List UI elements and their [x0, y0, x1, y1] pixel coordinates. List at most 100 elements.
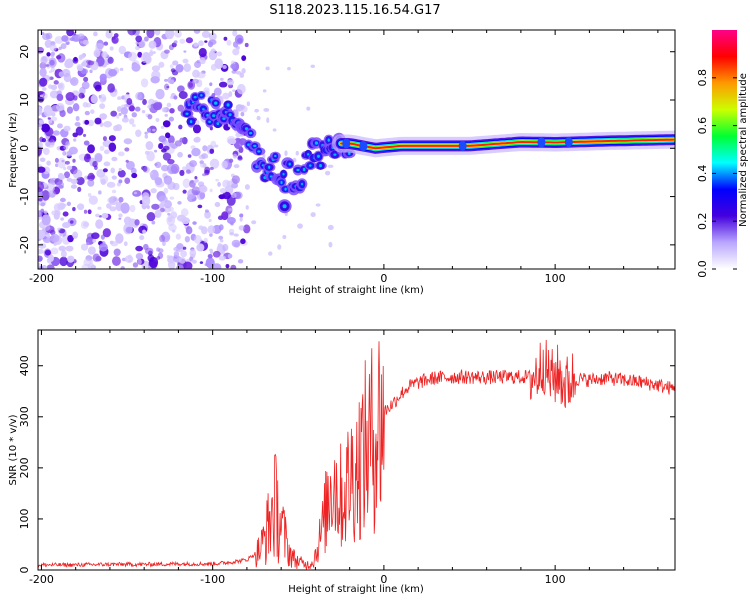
noise-speck — [277, 244, 282, 250]
noise-speck — [221, 160, 228, 169]
noise-speck — [135, 35, 143, 43]
noise-speck — [38, 141, 44, 148]
noise-speck — [179, 137, 185, 143]
noise-speck — [230, 264, 237, 269]
noise-speck — [99, 103, 106, 109]
noise-speck — [92, 253, 101, 262]
noise-speck — [111, 36, 119, 44]
noise-speck — [217, 181, 221, 187]
noise-speck — [160, 125, 165, 129]
noise-speck — [160, 164, 169, 172]
noise-speck — [40, 56, 48, 65]
noise-speck — [118, 179, 123, 184]
noise-speck — [108, 68, 118, 77]
noise-speck — [167, 216, 173, 222]
noise-speck — [44, 249, 51, 256]
noise-speck — [161, 107, 167, 113]
noise-speck — [118, 213, 123, 218]
signal-blob — [206, 114, 209, 117]
noise-speck — [164, 49, 170, 54]
noise-speck — [144, 131, 148, 135]
noise-speck — [220, 77, 224, 81]
noise-speck — [101, 51, 108, 59]
snr-series-line — [38, 339, 675, 570]
spectrogram-frame — [37, 29, 676, 270]
noise-speck — [237, 156, 243, 161]
noise-speck — [185, 37, 193, 44]
noise-speck — [203, 237, 208, 243]
noise-speck — [50, 51, 56, 56]
noise-speck — [156, 247, 161, 252]
noise-speck — [38, 124, 43, 130]
noise-speck — [198, 47, 207, 58]
noise-speck — [263, 108, 270, 112]
noise-speck — [282, 235, 287, 240]
noise-speck — [131, 172, 138, 179]
noise-speck — [243, 224, 251, 234]
noise-speck — [194, 136, 201, 143]
noise-speck — [48, 84, 53, 89]
noise-speck — [167, 163, 176, 175]
noise-speck — [86, 175, 91, 180]
noise-speck — [284, 150, 288, 157]
noise-speck — [244, 42, 249, 48]
noise-speck — [99, 174, 109, 185]
noise-speck — [171, 42, 177, 48]
noise-speck — [60, 197, 66, 203]
noise-speck — [199, 57, 206, 65]
noise-speck — [150, 76, 160, 84]
colorbar-tick-label: 0.4 — [696, 165, 709, 183]
noise-speck — [94, 117, 102, 125]
noise-speck — [162, 241, 166, 247]
noise-speck — [82, 39, 90, 45]
noise-speck — [147, 114, 153, 120]
noise-speck — [207, 253, 213, 259]
noise-speck — [169, 79, 175, 85]
noise-speck — [183, 50, 187, 53]
noise-speck — [246, 101, 250, 107]
noise-speck — [66, 106, 74, 114]
noise-speck — [193, 42, 199, 47]
noise-speck — [49, 90, 59, 99]
noise-speck — [217, 243, 222, 248]
noise-speck — [162, 145, 170, 151]
noise-speck — [140, 52, 150, 64]
noise-speck — [185, 169, 191, 174]
noise-speck — [66, 165, 73, 171]
noise-speck — [163, 187, 169, 194]
noise-speck — [160, 200, 166, 205]
noise-speck — [97, 206, 102, 210]
noise-speck — [102, 228, 111, 238]
noise-speck — [40, 208, 45, 214]
noise-speck — [103, 121, 113, 128]
noise-speck — [118, 45, 127, 55]
noise-speck — [227, 138, 237, 145]
noise-speck — [209, 167, 214, 170]
noise-speck — [174, 30, 182, 38]
noise-speck — [53, 80, 59, 85]
noise-speck — [154, 161, 162, 168]
noise-speck — [89, 174, 96, 180]
signal-blob — [185, 112, 189, 115]
noise-speck — [175, 233, 181, 240]
noise-speck — [235, 132, 242, 138]
noise-speck — [251, 220, 257, 225]
noise-speck — [163, 200, 172, 209]
noise-speck — [63, 145, 69, 150]
noise-speck — [103, 161, 111, 167]
noise-speck — [176, 243, 184, 250]
noise-speck — [164, 113, 168, 117]
noise-speck — [66, 201, 72, 206]
noise-speck — [46, 52, 51, 57]
noise-speck — [199, 160, 205, 165]
noise-speck — [169, 196, 175, 200]
noise-speck — [131, 112, 137, 118]
noise-speck — [123, 216, 132, 225]
noise-speck — [131, 123, 136, 127]
noise-speck — [256, 115, 261, 121]
signal-blob — [314, 141, 319, 145]
noise-speck — [72, 169, 83, 179]
noise-speck — [200, 226, 208, 235]
noise-speck — [135, 41, 139, 45]
noise-speck — [268, 251, 273, 256]
